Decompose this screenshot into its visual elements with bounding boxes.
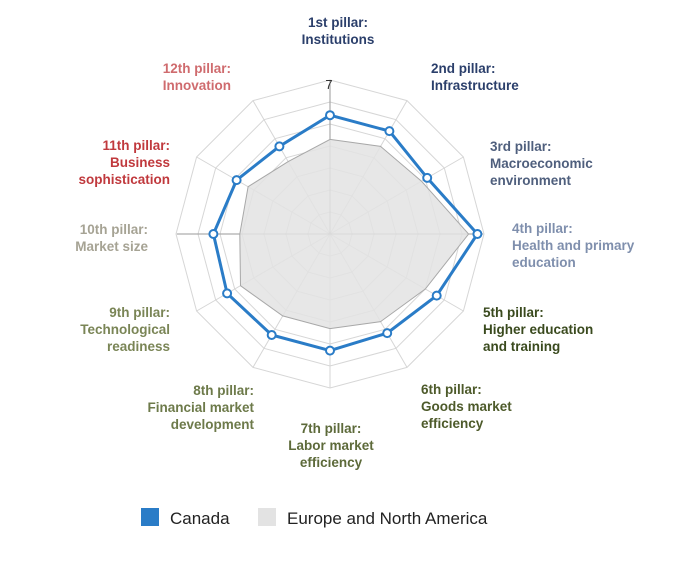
axis-label-line: 7th pillar: <box>301 421 362 436</box>
axis-label-pillar-6: 6th pillar: Goods market efficiency <box>421 382 512 431</box>
axis-label-line: Institutions <box>302 32 375 47</box>
axis-label-pillar-8: 8th pillar: Financial market development <box>147 383 254 432</box>
axis-label-line: efficiency <box>421 416 484 431</box>
axis-label-line: education <box>512 255 576 270</box>
axis-label-line: efficiency <box>300 455 363 470</box>
axis-label-pillar-9: 9th pillar: Technological readiness <box>80 305 170 354</box>
axis-label-line: Infrastructure <box>431 78 519 93</box>
canada-point-6 <box>382 328 393 339</box>
canada-point-2 <box>384 126 395 137</box>
axis-label-line: readiness <box>107 339 170 354</box>
legend-swatch-europe-north-america <box>258 508 276 526</box>
legend-swatch-canada <box>141 508 159 526</box>
tick-label-max: 7 <box>325 77 332 92</box>
axis-label-line: 6th pillar: <box>421 382 482 397</box>
axis-label-line: Higher education <box>483 322 593 337</box>
canada-point-3 <box>422 172 433 183</box>
axis-label-line: Goods market <box>421 399 512 414</box>
axis-label-line: environment <box>490 173 572 188</box>
axis-label-line: Health and primary <box>512 238 635 253</box>
axis-label-line: 3rd pillar: <box>490 139 552 154</box>
legend-label-europe-north-america: Europe and North America <box>287 509 488 528</box>
series-area-europe-north-america <box>239 138 470 330</box>
canada-point-8 <box>266 330 277 340</box>
axis-label-line: Macroeconomic <box>490 156 593 171</box>
axis-label-line: Financial market <box>147 400 254 415</box>
axis-label-line: Business <box>110 155 170 170</box>
canada-point-11 <box>231 175 242 186</box>
axis-label-pillar-3: 3rd pillar: Macroeconomic environment <box>490 139 593 188</box>
canada-point-12 <box>274 141 285 152</box>
axis-label-line: and training <box>483 339 560 354</box>
axis-label-line: 12th pillar: <box>163 61 231 76</box>
axis-label-pillar-7: 7th pillar: Labor market efficiency <box>288 421 374 470</box>
axis-label-line: 4th pillar: <box>512 221 573 236</box>
axis-labels: 1st pillar: Institutions 2nd pillar: Infras… <box>75 15 635 470</box>
canada-point-5 <box>431 290 442 301</box>
canada-point-1 <box>325 110 335 121</box>
axis-label-pillar-1: 1st pillar: Institutions <box>302 15 375 47</box>
axis-label-line: 8th pillar: <box>193 383 254 398</box>
axis-label-pillar-4: 4th pillar: Health and primary education <box>512 221 635 270</box>
axis-label-line: Labor market <box>288 438 374 453</box>
axis-label-pillar-11: 11th pillar: Business sophistication <box>78 138 170 187</box>
axis-label-pillar-12: 12th pillar: Innovation <box>163 61 231 93</box>
radar-series <box>208 110 483 356</box>
axis-label-line: 1st pillar: <box>308 15 368 30</box>
legend: Canada Europe and North America <box>141 508 488 528</box>
axis-label-line: Market size <box>75 239 148 254</box>
axis-label-line: 9th pillar: <box>109 305 170 320</box>
axis-label-line: 10th pillar: <box>80 222 148 237</box>
axis-label-line: Innovation <box>163 78 231 93</box>
axis-label-pillar-5: 5th pillar: Higher education and training <box>483 305 593 354</box>
axis-label-pillar-10: 10th pillar: Market size <box>75 222 148 254</box>
axis-label-line: development <box>171 417 255 432</box>
axis-label-line: sophistication <box>78 172 170 187</box>
axis-label-line: 5th pillar: <box>483 305 544 320</box>
canada-point-7 <box>325 345 335 356</box>
canada-point-4 <box>472 229 483 239</box>
canada-point-10 <box>208 229 219 239</box>
axis-label-line: Technological <box>80 322 170 337</box>
axis-label-pillar-2: 2nd pillar: Infrastructure <box>431 61 519 93</box>
legend-label-canada: Canada <box>170 509 230 528</box>
canada-point-9 <box>222 288 233 299</box>
axis-label-line: 11th pillar: <box>102 138 170 153</box>
axis-label-line: 2nd pillar: <box>431 61 496 76</box>
